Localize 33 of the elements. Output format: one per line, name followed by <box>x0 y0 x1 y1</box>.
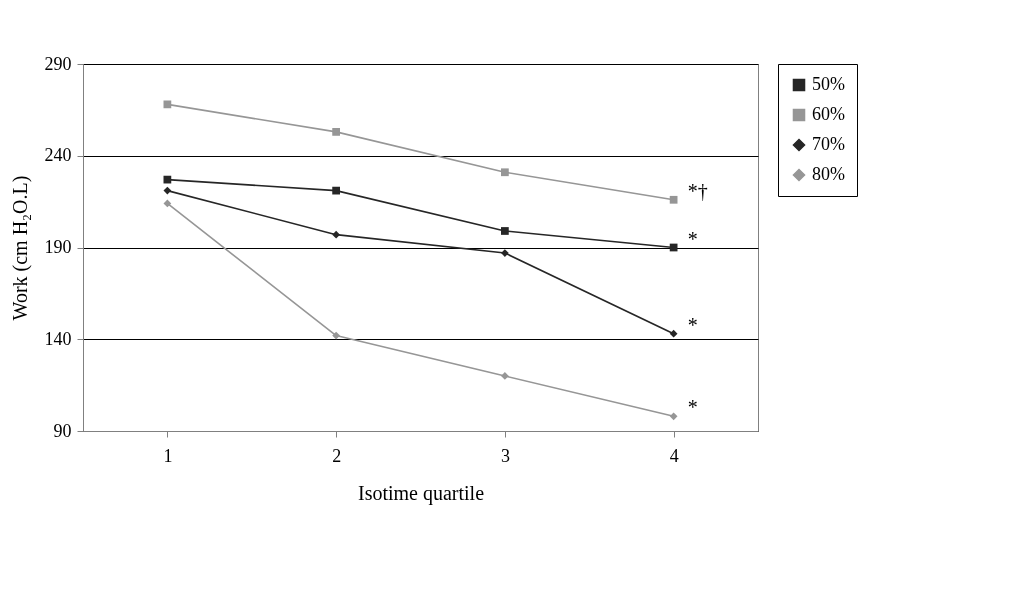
y-tick-label: 90 <box>53 420 72 441</box>
x-tick-label: 4 <box>669 445 679 466</box>
point <box>332 230 340 239</box>
annotation: * <box>687 396 698 419</box>
point <box>501 249 509 257</box>
legend-label: 50% <box>812 74 845 94</box>
point <box>332 128 340 136</box>
x-tick-label: 1 <box>163 445 173 466</box>
point <box>669 195 678 204</box>
point <box>163 186 172 195</box>
point <box>501 227 509 235</box>
x-axis-title: Isotime quartile <box>357 481 485 505</box>
legend-label: 70% <box>812 134 845 154</box>
point <box>669 329 678 338</box>
y-tick-label: 240 <box>44 145 72 166</box>
point <box>163 199 172 208</box>
legend-label: 80% <box>812 164 845 184</box>
point <box>163 100 172 109</box>
y-tick-label: 290 <box>44 53 72 74</box>
point <box>332 186 340 195</box>
point <box>501 372 509 380</box>
annotation: * <box>687 227 698 250</box>
y-tick-label: 190 <box>44 237 72 257</box>
point <box>669 412 678 421</box>
y-axis-title: Work (cm H₂O.L) <box>8 175 32 321</box>
point <box>501 168 509 177</box>
legend-label: 60% <box>812 104 845 124</box>
y-tick-label: 140 <box>44 328 72 349</box>
annotation: * <box>687 313 698 336</box>
x-tick-label: 2 <box>332 445 342 466</box>
annotation: *† <box>687 179 708 202</box>
point <box>332 331 340 340</box>
x-tick-label: 3 <box>500 445 510 466</box>
